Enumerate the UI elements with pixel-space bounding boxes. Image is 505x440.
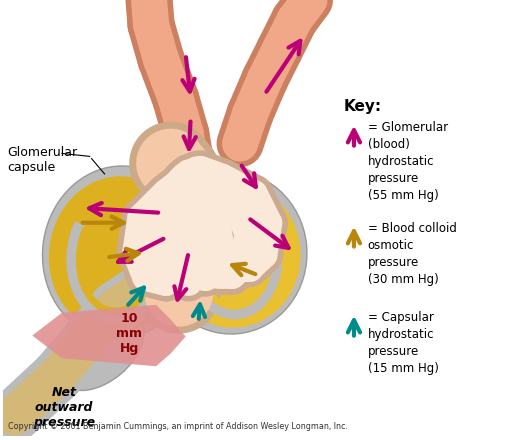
Ellipse shape [154, 171, 307, 334]
Polygon shape [62, 305, 186, 366]
Text: = Blood colloid
osmotic
pressure
(30 mm Hg): = Blood colloid osmotic pressure (30 mm … [368, 222, 457, 286]
Text: Key:: Key: [344, 99, 382, 114]
Text: = Glomerular
(blood)
hydrostatic
pressure
(55 mm Hg): = Glomerular (blood) hydrostatic pressur… [368, 121, 448, 202]
Ellipse shape [42, 166, 196, 339]
Text: Copyright © 2001 Benjamin Cummings, an imprint of Addison Wesley Longman, Inc.: Copyright © 2001 Benjamin Cummings, an i… [8, 422, 347, 431]
Ellipse shape [126, 183, 225, 326]
Ellipse shape [164, 181, 300, 327]
Text: Glomerular
capsule: Glomerular capsule [8, 147, 78, 175]
Text: 10
mm
Hg: 10 mm Hg [116, 312, 142, 355]
Ellipse shape [59, 312, 144, 390]
Polygon shape [32, 313, 62, 358]
Ellipse shape [117, 173, 235, 332]
Ellipse shape [49, 176, 186, 332]
Text: = Capsular
hydrostatic
pressure
(15 mm Hg): = Capsular hydrostatic pressure (15 mm H… [368, 311, 439, 375]
Text: Net
outward
pressure: Net outward pressure [33, 386, 95, 429]
